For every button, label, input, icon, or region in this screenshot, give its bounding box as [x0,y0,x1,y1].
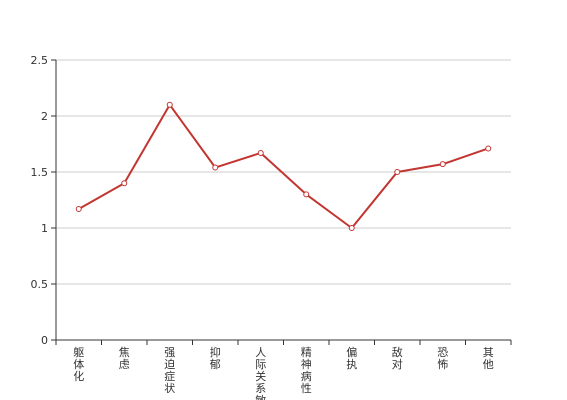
y-tick-label: 0 [41,334,48,347]
x-tick-label: 偏执 [346,345,357,371]
data-point[interactable] [303,191,310,198]
x-tick-label: 焦虑 [119,346,130,371]
data-point[interactable] [257,149,264,156]
x-tick-label: 强迫症状 [164,346,175,395]
data-point[interactable] [394,169,401,175]
x-tick-label: 抑郁 [210,345,221,371]
data-point[interactable] [485,145,492,152]
grid [56,59,511,285]
y-tick-label: 2 [41,110,48,123]
x-tick-label: 人际关系敏感 [255,346,266,400]
data-point[interactable] [212,164,219,171]
data-point[interactable] [166,101,173,108]
y-tick-label: 2.5 [31,54,49,67]
series [75,101,492,231]
data-point[interactable] [439,161,446,168]
data-point[interactable] [121,180,128,187]
x-tick-label: 敌对 [392,345,403,371]
x-tick-label: 其他 [483,346,494,371]
axes [51,59,512,345]
data-point[interactable] [348,225,355,231]
data-point[interactable] [75,205,82,212]
y-tick-label: 0.5 [31,278,49,291]
y-tick-label: 1 [41,222,48,235]
y-tick-label: 1.5 [31,166,49,179]
labels: 0 0.5 1 1.5 2 2.5 躯体化 焦虑 强迫症状 抑郁 人际关系敏感 精神病性 偏执 敌对 恐怖 其… [31,54,494,400]
x-tick-label: 精神病性 [301,346,312,395]
series-line [78,103,489,229]
x-tick-label: 恐怖 [437,346,448,371]
x-tick-label: 躯体化 [73,346,84,383]
